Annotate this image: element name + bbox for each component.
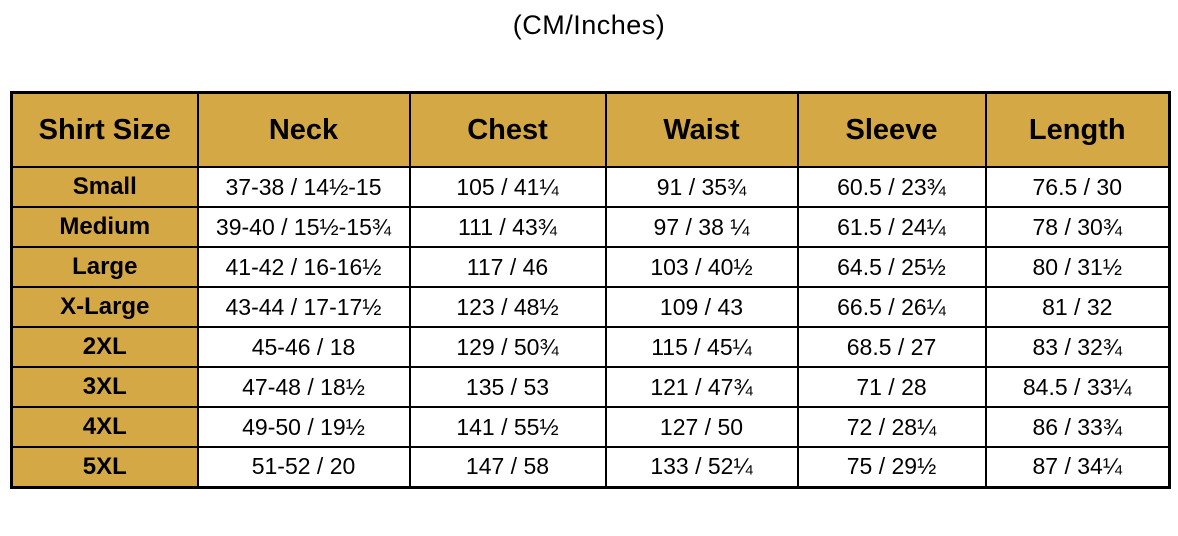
measurement-cell: 41-42 / 16-16½ [196, 246, 411, 288]
measurement-cell: 76.5 / 30 [984, 166, 1171, 208]
measurement-cell: 111 / 43¾ [408, 206, 607, 248]
measurement-cell: 83 / 32¾ [984, 326, 1171, 368]
measurement-cell: 86 / 33¾ [984, 406, 1171, 448]
measurement-cell: 39-40 / 15½-15¾ [196, 206, 411, 248]
row-size-label: 5XL [10, 446, 199, 488]
column-header-shirt-size: Shirt Size [10, 91, 199, 168]
measurement-cell: 66.5 / 26¼ [796, 286, 987, 328]
measurement-cell: 123 / 48½ [408, 286, 607, 328]
row-size-label: 3XL [10, 366, 199, 408]
row-size-label: Small [10, 166, 199, 208]
row-size-label: 2XL [10, 326, 199, 368]
table-row: Large 41-42 / 16-16½ 117 / 46 103 / 40½ 64.5… [10, 246, 1171, 288]
measurement-cell: 81 / 32 [984, 286, 1171, 328]
page-title: (CM/Inches) [512, 10, 666, 40]
measurement-cell: 127 / 50 [604, 406, 799, 448]
measurement-cell: 60.5 / 23¾ [796, 166, 987, 208]
table-row: 4XL 49-50 / 19½ 141 / 55½ 127 / 50 72 / 28¼ 8… [10, 406, 1171, 448]
measurement-cell: 103 / 40½ [604, 246, 799, 288]
measurement-cell: 72 / 28¼ [796, 406, 987, 448]
measurement-cell: 84.5 / 33¼ [984, 366, 1171, 408]
table-row: 2XL 45-46 / 18 129 / 50¾ 115 / 45¼ 68.5 / 27… [10, 326, 1171, 368]
header-row: Shirt Size Neck Chest Waist Sleeve Lengt… [10, 91, 1171, 168]
measurement-cell: 115 / 45¼ [604, 326, 799, 368]
table-header: Shirt Size Neck Chest Waist Sleeve Lengt… [10, 91, 1171, 168]
column-header-waist: Waist [604, 91, 799, 168]
table-row: X-Large 43-44 / 17-17½ 123 / 48½ 109 / 43 66… [10, 286, 1171, 328]
measurement-cell: 135 / 53 [408, 366, 607, 408]
table-row: 5XL 51-52 / 20 147 / 58 133 / 52¼ 75 / 29½ 87… [10, 446, 1171, 488]
measurement-cell: 43-44 / 17-17½ [196, 286, 411, 328]
measurement-cell: 105 / 41¼ [408, 166, 607, 208]
measurement-cell: 75 / 29½ [796, 446, 987, 488]
table-row: Small 37-38 / 14½-15 105 / 41¼ 91 / 35¾ 60.5… [10, 166, 1171, 208]
measurement-cell: 78 / 30¾ [984, 206, 1171, 248]
measurement-cell: 47-48 / 18½ [196, 366, 411, 408]
measurement-cell: 87 / 34¼ [984, 446, 1171, 488]
measurement-cell: 117 / 46 [408, 246, 607, 288]
row-size-label: 4XL [10, 406, 199, 448]
measurement-cell: 121 / 47¾ [604, 366, 799, 408]
row-size-label: X-Large [10, 286, 199, 328]
measurement-cell: 80 / 31½ [984, 246, 1171, 288]
measurement-cell: 141 / 55½ [408, 406, 607, 448]
row-size-label: Medium [10, 206, 199, 248]
measurement-cell: 49-50 / 19½ [196, 406, 411, 448]
measurement-cell: 109 / 43 [604, 286, 799, 328]
row-size-label: Large [10, 246, 199, 288]
measurement-cell: 45-46 / 18 [196, 326, 411, 368]
measurement-cell: 61.5 / 24¼ [796, 206, 987, 248]
column-header-neck: Neck [196, 91, 411, 168]
measurement-cell: 97 / 38 ¼ [604, 206, 799, 248]
measurement-cell: 51-52 / 20 [196, 446, 411, 488]
size-table-body: Small 37-38 / 14½-15 105 / 41¼ 91 / 35¾ 60.5… [10, 166, 1171, 488]
measurement-cell: 37-38 / 14½-15 [196, 166, 411, 208]
measurement-cell: 71 / 28 [796, 366, 987, 408]
measurement-cell: 91 / 35¾ [604, 166, 799, 208]
column-header-sleeve: Sleeve [796, 91, 987, 168]
measurement-cell: 68.5 / 27 [796, 326, 987, 368]
measurement-cell: 129 / 50¾ [408, 326, 607, 368]
measurement-cell: 64.5 / 25½ [796, 246, 987, 288]
table-row: 3XL 47-48 / 18½ 135 / 53 121 / 47¾ 71 / 28 84… [10, 366, 1171, 408]
measurement-cell: 147 / 58 [408, 446, 607, 488]
shirt-size-table: Shirt Size Neck Chest Waist Sleeve Lengt… [10, 91, 1171, 489]
column-header-chest: Chest [408, 91, 607, 168]
measurement-cell: 133 / 52¼ [604, 446, 799, 488]
column-header-length: Length [984, 91, 1171, 168]
